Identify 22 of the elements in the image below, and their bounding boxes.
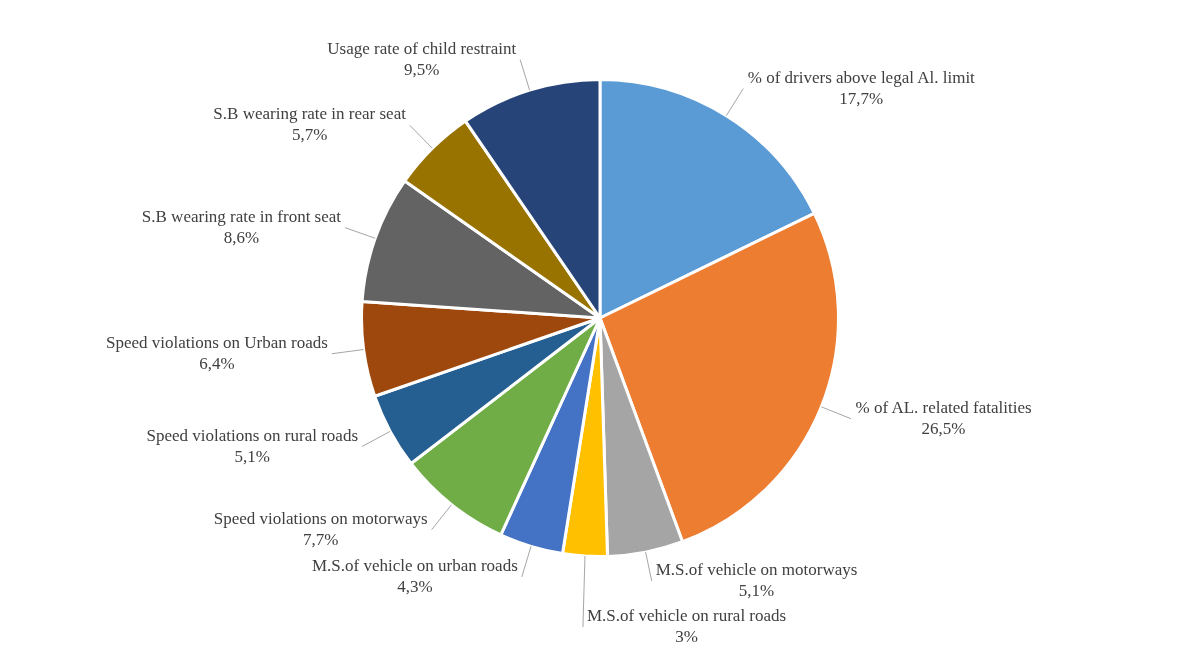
data-label: 6,4% (199, 353, 235, 373)
slice-label: M.S.of vehicle on motorways (655, 559, 858, 579)
slice-label: Speed violations on Urban roads (105, 332, 328, 352)
data-label: 3% (675, 626, 698, 646)
slice-label: % of drivers above legal Al. limit (747, 67, 976, 87)
data-label: 7,7% (302, 529, 339, 549)
data-label: 5,1% (738, 580, 775, 600)
data-label: 8,6% (223, 227, 260, 247)
slice-label: S.B wearing rate in front seat (141, 206, 342, 226)
data-label: 9,5% (404, 59, 440, 79)
slice-label: Usage rate of child restraint (327, 38, 517, 58)
slice-label: Speed violations on rural roads (146, 425, 358, 445)
slice-label: Speed violations on motorways (213, 508, 428, 528)
data-label: 26,5% (921, 418, 966, 438)
data-label: 5,7% (291, 125, 328, 145)
slice-label: S.B wearing rate in rear seat (213, 104, 407, 124)
data-label: 17,7% (839, 88, 884, 108)
data-label: 4,3% (397, 576, 433, 596)
slice-label: M.S.of vehicle on rural roads (586, 605, 787, 625)
data-label: 5,1% (234, 446, 270, 466)
slice-label: M.S.of vehicle on urban roads (311, 555, 518, 575)
slice-label: % of AL. related fatalities (855, 397, 1032, 417)
